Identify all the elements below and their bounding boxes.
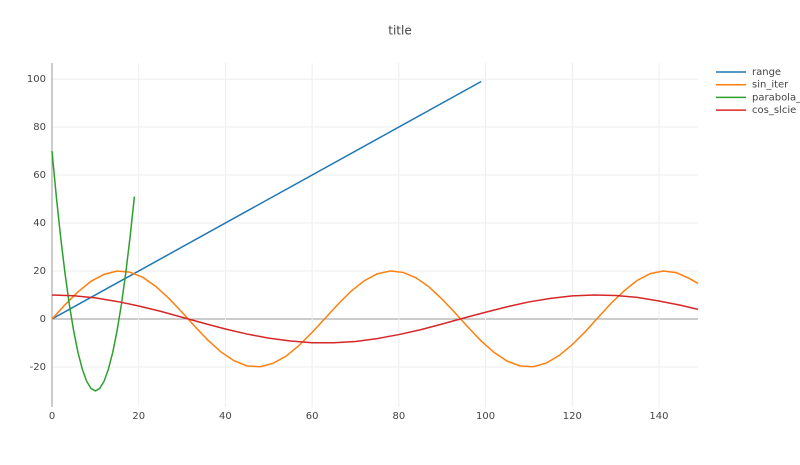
legend-label: cos_slcie: [752, 105, 796, 116]
y-tick-label: 20: [33, 266, 46, 277]
legend-label: range: [752, 67, 781, 78]
y-tick-label: 40: [33, 218, 46, 229]
y-tick-label: 100: [27, 74, 46, 85]
y-tick-label: -20: [30, 362, 46, 373]
legend-label: sin_iter: [752, 80, 789, 91]
chart-title: title: [388, 24, 411, 38]
x-tick-label: 100: [476, 411, 495, 422]
x-tick-label: 120: [563, 411, 582, 422]
y-tick-label: 0: [40, 314, 46, 325]
y-tick-label: 60: [33, 170, 46, 181]
x-tick-label: 140: [649, 411, 668, 422]
series-line: [51, 294, 699, 344]
legend-label: parabola_vec: [752, 92, 800, 103]
x-tick-label: 60: [306, 411, 319, 422]
x-tick-label: 20: [132, 411, 145, 422]
x-tick-label: 40: [219, 411, 232, 422]
x-tick-label: 0: [49, 411, 55, 422]
series-line: [51, 150, 136, 392]
y-tick-label: 80: [33, 122, 46, 133]
series-line: [51, 270, 699, 368]
series-line: [51, 80, 482, 320]
x-tick-label: 80: [392, 411, 405, 422]
